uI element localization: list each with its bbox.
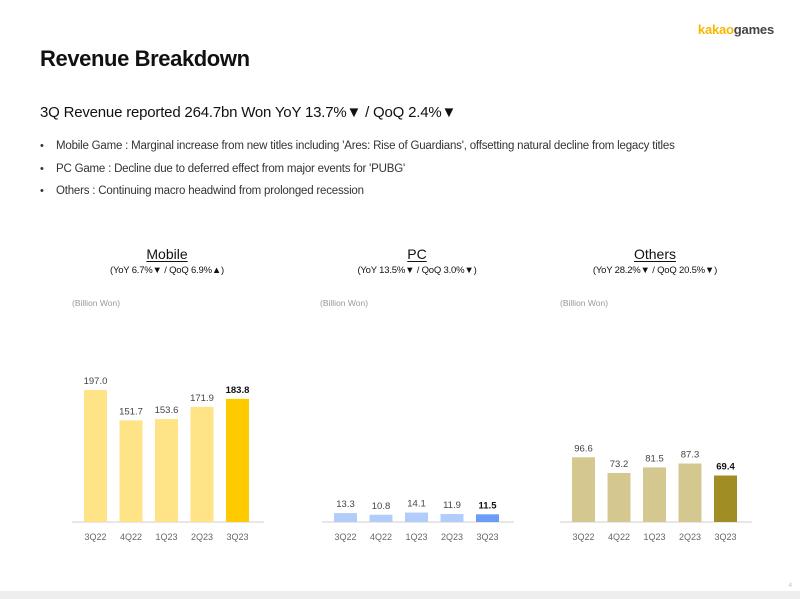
bullet-item-pc: • PC Game : Decline due to deferred effec… bbox=[40, 158, 780, 181]
bar-pc-3Q23 bbox=[476, 514, 499, 522]
chart-unit-pc: (Billion Won) bbox=[320, 298, 369, 308]
bar-mobile-4Q22 bbox=[119, 420, 143, 522]
bullet-text-others: Others : Continuing macro headwind from … bbox=[56, 185, 364, 197]
data-label-others-3Q23: 69.4 bbox=[716, 461, 735, 472]
data-label-others-4Q22: 73.2 bbox=[610, 459, 629, 470]
x-tick-label-others-4Q22: 4Q22 bbox=[608, 532, 630, 542]
bar-pc-4Q22 bbox=[369, 514, 393, 522]
x-tick-label-mobile-2Q23: 2Q23 bbox=[191, 532, 213, 542]
x-tick-label-others-3Q23: 3Q23 bbox=[714, 532, 736, 542]
logo-part-games: games bbox=[733, 22, 774, 37]
data-label-others-3Q22: 96.6 bbox=[574, 443, 593, 454]
chart-growth-others: (YoY 28.2%▼ / QoQ 20.5%▼) bbox=[592, 265, 718, 276]
x-tick-label-others-1Q23: 1Q23 bbox=[643, 532, 665, 542]
chart-growth-pc: (YoY 13.5%▼ / QoQ 3.0%▼) bbox=[357, 265, 477, 276]
bar-others-2Q23 bbox=[678, 463, 702, 522]
x-tick-label-pc-1Q23: 1Q23 bbox=[405, 532, 427, 542]
bar-chart-mobile: 197.0 3Q22 151.7 4Q22 153.6 1Q23 171.9 2Q23 183.… bbox=[72, 376, 264, 542]
x-tick-label-pc-4Q22: 4Q22 bbox=[370, 532, 392, 542]
bar-others-1Q23 bbox=[643, 467, 666, 522]
page-number: 4 bbox=[788, 583, 792, 589]
bar-chart-pc: 13.3 3Q22 10.8 4Q22 14.1 1Q23 11.9 2Q23 11.5 3Q23 bbox=[322, 499, 514, 542]
bar-others-3Q23 bbox=[714, 475, 737, 522]
data-label-pc-3Q22: 13.3 bbox=[336, 499, 355, 510]
bar-mobile-1Q23 bbox=[155, 419, 178, 522]
bullet-text-mobile: Mobile Game : Marginal increase from new… bbox=[56, 140, 675, 152]
x-tick-label-mobile-3Q23: 3Q23 bbox=[226, 532, 248, 542]
bar-pc-2Q23 bbox=[440, 514, 464, 522]
bullet-dot-icon: • bbox=[40, 162, 44, 175]
bar-mobile-2Q23 bbox=[190, 406, 214, 522]
bullet-text-pc: PC Game : Decline due to deferred effect… bbox=[56, 162, 405, 175]
data-label-mobile-4Q22: 151.7 bbox=[119, 406, 143, 417]
page-subtitle: 3Q Revenue reported 264.7bn Won YoY 13.7… bbox=[40, 104, 457, 121]
data-label-mobile-1Q23: 153.6 bbox=[155, 405, 179, 416]
summary-bullet-list: • Mobile Game : Marginal increase from ne… bbox=[40, 135, 780, 203]
footer-bar bbox=[0, 591, 800, 599]
bar-pc-1Q23 bbox=[405, 512, 428, 522]
bar-others-3Q22 bbox=[572, 457, 595, 522]
x-tick-label-pc-3Q23: 3Q23 bbox=[476, 532, 498, 542]
bullet-dot-icon: • bbox=[40, 140, 44, 152]
x-tick-label-others-3Q22: 3Q22 bbox=[572, 532, 594, 542]
bullet-dot-icon: • bbox=[40, 185, 44, 197]
x-tick-label-mobile-1Q23: 1Q23 bbox=[155, 532, 177, 542]
x-tick-label-pc-3Q22: 3Q22 bbox=[334, 532, 356, 542]
chart-title-others: Others bbox=[633, 246, 676, 262]
chart-panel-pc: PC (YoY 13.5%▼ / QoQ 3.0%▼) (Billion Won… bbox=[302, 246, 532, 556]
data-label-pc-3Q23: 11.5 bbox=[479, 500, 498, 511]
chart-panel-others: Others (YoY 28.2%▼ / QoQ 20.5%▼) (Billio… bbox=[540, 246, 770, 556]
kakaogames-logo: kakaogames bbox=[698, 22, 774, 37]
x-tick-label-others-2Q23: 2Q23 bbox=[679, 532, 701, 542]
logo-part-kakao: kakao bbox=[697, 22, 734, 37]
bullet-item-mobile: • Mobile Game : Marginal increase from ne… bbox=[40, 135, 780, 158]
page-title: Revenue Breakdown bbox=[40, 46, 250, 71]
bullet-item-others: • Others : Continuing macro headwind from… bbox=[40, 180, 780, 203]
data-label-pc-2Q23: 11.9 bbox=[443, 500, 461, 511]
bar-others-4Q22 bbox=[607, 472, 631, 522]
chart-growth-mobile: (YoY 6.7%▼ / QoQ 6.9%▲) bbox=[109, 265, 224, 276]
data-label-others-2Q23: 87.3 bbox=[681, 450, 700, 461]
bar-mobile-3Q23 bbox=[226, 398, 249, 522]
data-label-mobile-3Q23: 183.8 bbox=[226, 385, 250, 396]
data-label-mobile-2Q23: 171.9 bbox=[190, 393, 214, 404]
chart-panel-mobile: Mobile (YoY 6.7%▼ / QoQ 6.9%▲) (Billion … bbox=[52, 246, 282, 556]
data-label-pc-4Q22: 10.8 bbox=[372, 501, 391, 512]
chart-unit-mobile: (Billion Won) bbox=[72, 298, 121, 308]
data-label-others-1Q23: 81.5 bbox=[645, 453, 664, 464]
x-tick-label-mobile-4Q22: 4Q22 bbox=[120, 532, 142, 542]
bar-pc-3Q22 bbox=[334, 513, 357, 522]
bar-chart-others: 96.6 3Q22 73.2 4Q22 81.5 1Q23 87.3 2Q23 69.4 3Q23 bbox=[560, 443, 752, 542]
x-tick-label-mobile-3Q22: 3Q22 bbox=[84, 532, 106, 542]
data-label-pc-1Q23: 14.1 bbox=[407, 499, 426, 510]
bar-mobile-3Q22 bbox=[84, 390, 107, 522]
x-tick-label-pc-2Q23: 2Q23 bbox=[441, 532, 463, 542]
chart-title-mobile: Mobile bbox=[146, 246, 188, 262]
data-label-mobile-3Q22: 197.0 bbox=[84, 376, 108, 387]
chart-unit-others: (Billion Won) bbox=[560, 298, 609, 308]
chart-title-pc: PC bbox=[407, 246, 427, 262]
